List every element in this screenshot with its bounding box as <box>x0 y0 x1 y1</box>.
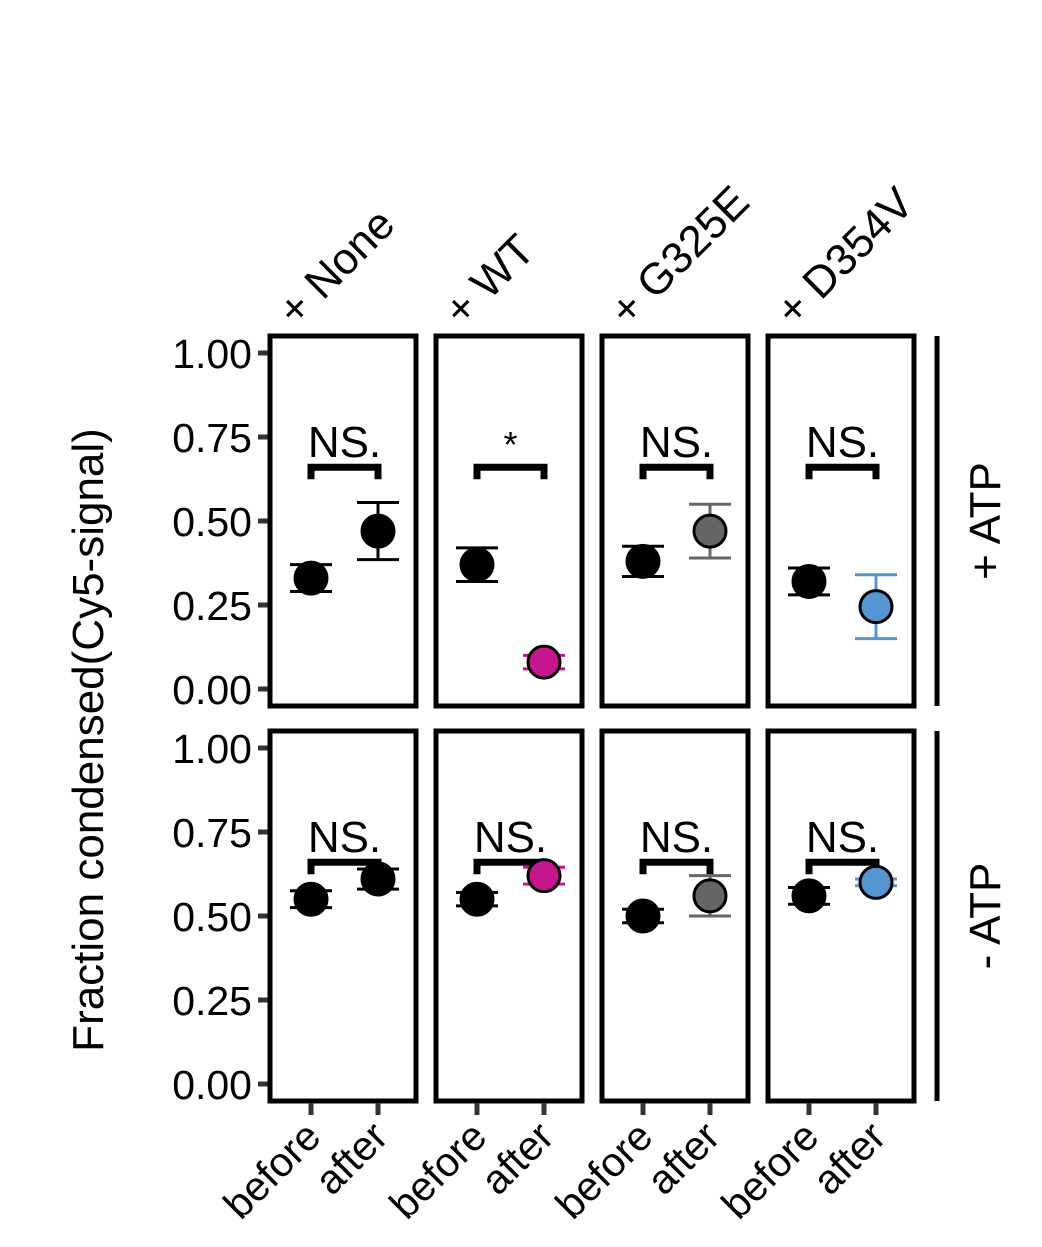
data-point-before <box>791 878 827 914</box>
facet-panel <box>267 728 419 1104</box>
y-tick-label: 1.00 <box>172 331 252 377</box>
significance-label: NS. <box>474 813 547 862</box>
y-tick-label: 0.00 <box>172 667 252 713</box>
y-tick-label: 0.50 <box>172 499 252 545</box>
data-point-after <box>526 858 562 894</box>
column-strip-label: + G325E <box>600 177 758 335</box>
data-point-before <box>293 881 329 917</box>
y-tick-label: 0.75 <box>172 810 252 856</box>
x-tick-label: after <box>804 1113 895 1204</box>
facet-panel <box>433 728 585 1104</box>
significance-label: NS. <box>308 418 381 467</box>
column-strip-label: + WT <box>434 225 544 335</box>
y-tick-label: 0.75 <box>172 415 252 461</box>
significance-label: NS. <box>806 813 879 862</box>
data-point-after <box>360 861 396 897</box>
facet-panel <box>765 333 917 709</box>
significance-bracket <box>805 463 880 480</box>
data-point-after <box>692 513 728 549</box>
significance-label: NS. <box>308 813 381 862</box>
facet-panel <box>433 333 585 709</box>
data-point-before <box>625 543 661 579</box>
y-tick-label: 0.25 <box>172 583 252 629</box>
facet-panel <box>267 333 419 709</box>
data-point-before <box>459 881 495 917</box>
data-point-before <box>625 898 661 934</box>
y-tick-label: 0.50 <box>172 894 252 940</box>
data-point-after <box>858 864 894 900</box>
significance-bracket <box>639 463 714 480</box>
data-point-before <box>459 547 495 583</box>
row-strip-label: - ATP <box>961 863 1010 970</box>
row-strip-label: + ATP <box>961 462 1010 580</box>
x-tick-label: after <box>472 1113 563 1204</box>
x-tick-label: after <box>306 1113 397 1204</box>
y-tick-label: 0.25 <box>172 978 252 1024</box>
significance-label: NS. <box>640 813 713 862</box>
data-point-after <box>360 513 396 549</box>
significance-bracket <box>307 463 382 480</box>
facet-panel <box>765 728 917 1104</box>
significance-label: NS. <box>640 418 713 467</box>
facet-panel <box>599 333 751 709</box>
y-axis-label: Fraction condensed(Cy5-signal) <box>64 428 113 1052</box>
data-point-before <box>791 563 827 599</box>
data-point-after <box>692 878 728 914</box>
data-point-after <box>526 644 562 680</box>
y-tick-label: 1.00 <box>172 726 252 772</box>
x-tick-label: after <box>638 1113 729 1204</box>
column-strip-label: + D354V <box>766 178 923 335</box>
significance-label: * <box>503 424 517 465</box>
significance-label: NS. <box>806 418 879 467</box>
column-strip-label: + None <box>268 199 404 335</box>
plot-area: + None + WT + G325E + D354V 0.00 0.25 0.50 0.75… <box>172 177 1010 1228</box>
significance-bracket <box>473 463 548 480</box>
data-point-after <box>858 589 894 625</box>
y-tick-label: 0.00 <box>172 1062 252 1108</box>
data-point-before <box>293 560 329 596</box>
significance-bracket <box>639 858 714 875</box>
